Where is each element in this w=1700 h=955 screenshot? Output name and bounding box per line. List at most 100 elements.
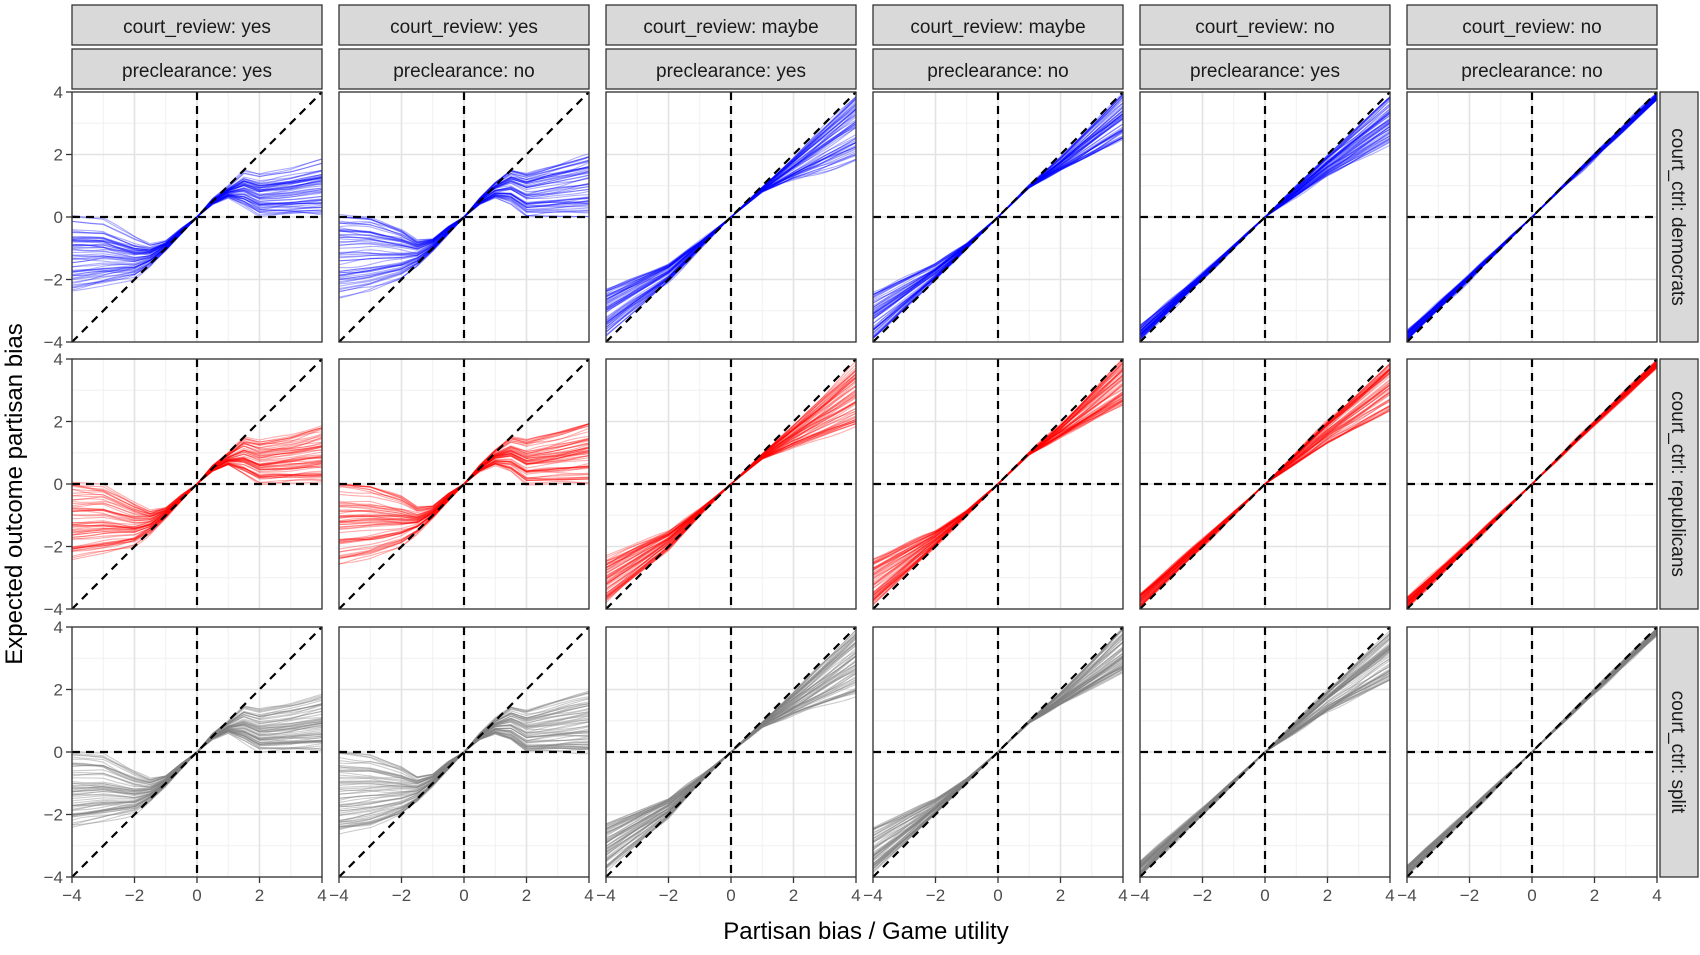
series-line: [338, 160, 590, 244]
series-line: [71, 437, 323, 516]
series-line: [605, 656, 857, 844]
series-line: [338, 449, 590, 522]
preclearance-strip: [605, 48, 857, 90]
x-axis-title: Partisan bias / Game utility: [723, 918, 1008, 945]
series-line: [872, 385, 1124, 587]
series-group: [338, 422, 590, 565]
series-line: [1139, 122, 1391, 335]
series-line: [71, 194, 323, 275]
series-line: [1139, 372, 1391, 597]
series-line: [71, 441, 323, 518]
series-line: [1406, 97, 1658, 338]
series-line: [338, 184, 590, 255]
panel-border: [338, 91, 590, 343]
series-line: [605, 378, 857, 570]
series-line: [71, 460, 323, 534]
series-line: [1139, 665, 1391, 872]
series-line: [605, 106, 857, 298]
series-line: [605, 394, 857, 580]
series-line: [605, 95, 857, 291]
series-line: [605, 154, 857, 333]
series-line: [1406, 97, 1658, 337]
series-line: [1406, 633, 1658, 875]
series-line: [1139, 125, 1391, 337]
series-line: [872, 374, 1124, 575]
series-line: [605, 107, 857, 298]
series-line: [872, 136, 1124, 339]
series-line: [1406, 631, 1658, 872]
series-line: [1139, 121, 1391, 336]
x-tick-label: −2: [659, 886, 678, 905]
series-line: [1406, 632, 1658, 873]
series-line: [872, 359, 1124, 560]
series-line: [872, 376, 1124, 577]
series-line: [605, 373, 857, 565]
series-line: [1406, 95, 1658, 335]
series-line: [605, 643, 857, 835]
series-line: [605, 665, 857, 851]
series-line: [1406, 361, 1658, 600]
series-line: [1406, 632, 1658, 874]
series-line: [338, 156, 590, 242]
x-tick-label: −4: [596, 886, 615, 905]
series-line: [71, 704, 323, 783]
series-line: [71, 463, 323, 557]
series-line: [1406, 631, 1658, 872]
series-line: [1406, 362, 1658, 604]
series-line: [338, 447, 590, 520]
series-line: [605, 377, 857, 568]
series-line: [1406, 363, 1658, 602]
series-line: [71, 729, 323, 812]
series-line: [1139, 383, 1391, 600]
x-tick-label: −2: [926, 886, 945, 905]
series-line: [1406, 631, 1658, 873]
series-line: [1139, 632, 1391, 863]
series-line: [71, 195, 323, 280]
court-review-label: court_review: maybe: [910, 17, 1085, 38]
series-line: [605, 109, 857, 302]
series-line: [872, 384, 1124, 585]
series-line: [605, 385, 857, 574]
series-line: [338, 710, 590, 785]
series-line: [605, 421, 857, 599]
series-line: [605, 410, 857, 590]
series-line: [1139, 370, 1391, 597]
series-line: [605, 644, 857, 837]
series-line: [605, 108, 857, 300]
preclearance-label: preclearance: yes: [656, 61, 806, 82]
series-line: [872, 641, 1124, 842]
series-line: [71, 722, 323, 795]
y-tick-label: 4: [54, 618, 63, 637]
series-line: [338, 177, 590, 254]
series-line: [605, 120, 857, 309]
series-line: [71, 721, 323, 793]
panel-no_yes-democrats: [1139, 91, 1391, 343]
series-line: [1139, 128, 1391, 336]
series-line: [1139, 118, 1391, 334]
series-line: [1139, 670, 1391, 874]
series-line: [605, 104, 857, 298]
y-tick-label: 2: [54, 681, 63, 700]
series-line: [1406, 363, 1658, 604]
series-line: [605, 400, 857, 584]
series-line: [71, 446, 323, 520]
series-line: [338, 702, 590, 782]
series-line: [71, 196, 323, 289]
series-line: [1139, 119, 1391, 335]
series-line: [71, 462, 323, 550]
series-line: [1139, 392, 1391, 603]
series-line: [1406, 94, 1658, 334]
series-line: [338, 162, 590, 246]
series-line: [872, 398, 1124, 601]
series-line: [605, 667, 857, 852]
series-line: [872, 398, 1124, 600]
series-group: [1139, 362, 1391, 608]
series-line: [1406, 631, 1658, 872]
preclearance-label: preclearance: no: [393, 61, 535, 82]
series-line: [872, 134, 1124, 338]
x-tick-label: 2: [1056, 886, 1065, 905]
series-line: [1406, 96, 1658, 338]
reference-line-identity: [872, 91, 1124, 343]
series-line: [1139, 103, 1391, 330]
series-line: [338, 727, 590, 808]
